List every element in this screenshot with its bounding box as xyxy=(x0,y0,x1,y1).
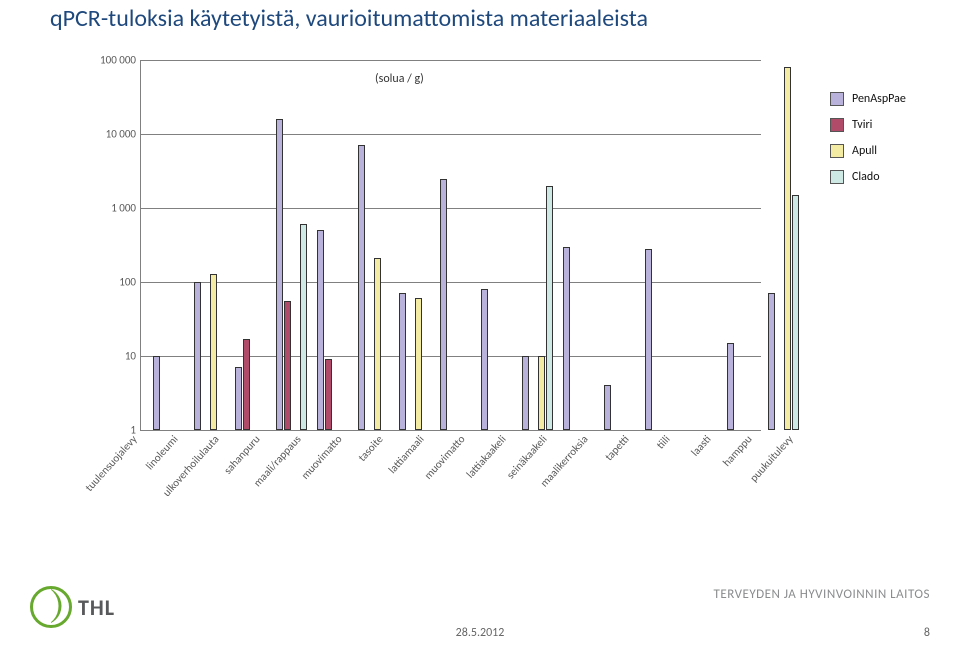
y-tick-label: 100 xyxy=(80,276,136,289)
y-tick-label: 100 000 xyxy=(80,54,136,67)
org-full-name: TERVEYDEN JA HYVINVOINNIN LAITOS xyxy=(714,587,930,602)
chart: tuulensuojalevylinoleumiulkoverhoilulaut… xyxy=(80,60,810,490)
y-tick-label: 1 xyxy=(80,424,136,437)
y-tick-label: 1 000 xyxy=(80,202,136,215)
x-tick-label: tiili xyxy=(651,430,673,452)
y-tick-label: 10 000 xyxy=(80,128,136,141)
gridline xyxy=(141,134,761,135)
legend: PenAspPae Tviri Apull Clado xyxy=(830,92,940,196)
bar xyxy=(374,258,381,430)
bar xyxy=(300,224,307,430)
bar xyxy=(194,282,201,430)
bar xyxy=(440,179,447,430)
bar xyxy=(210,274,217,430)
gridline xyxy=(141,60,761,61)
bar xyxy=(325,359,332,430)
x-tick-label: muovimatto xyxy=(296,430,345,482)
bar xyxy=(563,247,570,430)
gridline xyxy=(141,356,761,357)
bar xyxy=(604,385,611,430)
legend-item: Tviri xyxy=(830,118,940,132)
x-tick-label: laasti xyxy=(685,430,713,459)
bar xyxy=(399,293,406,430)
legend-swatch xyxy=(830,118,844,132)
footer-page: 8 xyxy=(924,626,930,640)
bar xyxy=(792,195,799,430)
thl-logo-text: THL xyxy=(78,594,115,621)
bar xyxy=(153,356,160,430)
plot-area: tuulensuojalevylinoleumiulkoverhoilulaut… xyxy=(140,60,761,431)
legend-item: Apull xyxy=(830,144,940,158)
legend-label: Tviri xyxy=(852,118,872,132)
x-tick-label: tuulensuojalevy xyxy=(80,430,140,494)
bar xyxy=(784,67,791,430)
gridline xyxy=(141,282,761,283)
bar xyxy=(358,145,365,430)
y-tick-label: 10 xyxy=(80,350,136,363)
bar xyxy=(727,343,734,430)
legend-swatch xyxy=(830,144,844,158)
legend-label: Clado xyxy=(852,170,880,184)
bar xyxy=(276,119,283,430)
legend-label: Apull xyxy=(852,144,877,158)
legend-swatch xyxy=(830,170,844,184)
footer-date: 28.5.2012 xyxy=(456,626,505,640)
bar xyxy=(235,367,242,430)
bar xyxy=(645,249,652,430)
legend-swatch xyxy=(830,92,844,106)
y-axis-label: (solua / g) xyxy=(375,72,424,86)
thl-logo-icon xyxy=(30,586,72,628)
legend-item: Clado xyxy=(830,170,940,184)
gridline xyxy=(141,208,761,209)
bar xyxy=(317,230,324,430)
bar xyxy=(284,301,291,430)
bar xyxy=(522,356,529,430)
x-tick-label: linoleumi xyxy=(140,430,181,472)
bar xyxy=(481,289,488,430)
x-tick-label: hamppu xyxy=(717,430,755,469)
bar xyxy=(538,356,545,430)
legend-label: PenAspPae xyxy=(852,92,906,106)
bar xyxy=(415,298,422,430)
x-tick-label: tapetti xyxy=(599,430,631,463)
bar xyxy=(546,186,553,430)
legend-item: PenAspPae xyxy=(830,92,940,106)
footer: THL TERVEYDEN JA HYVINVOINNIN LAITOS 28.… xyxy=(0,586,960,646)
x-tick-label: muovimatto xyxy=(419,430,468,482)
x-tick-label: lattiakaakeli xyxy=(461,430,509,481)
bar xyxy=(768,293,775,430)
bar xyxy=(243,339,250,430)
thl-logo: THL xyxy=(30,586,115,628)
page-title: qPCR-tuloksia käytetyistä, vaurioitumatt… xyxy=(50,4,940,33)
x-tick-label: tasoite xyxy=(353,430,386,464)
